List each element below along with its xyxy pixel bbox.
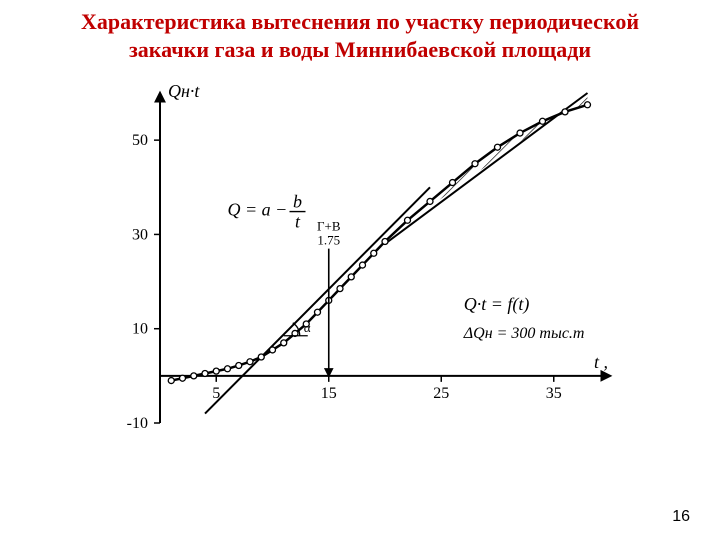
svg-text:25: 25: [433, 385, 449, 402]
svg-text:α: α: [304, 320, 311, 335]
svg-text:15: 15: [321, 385, 337, 402]
svg-text:35: 35: [546, 385, 562, 402]
svg-text:t: t: [295, 212, 301, 232]
svg-text:t ,: t ,: [594, 352, 608, 372]
svg-text:ΔQн = 300 тыс.т: ΔQн = 300 тыс.т: [463, 325, 585, 342]
svg-text:b: b: [293, 192, 302, 212]
svg-text:10: 10: [132, 321, 148, 338]
svg-text:1.75: 1.75: [317, 233, 340, 248]
svg-text:50: 50: [132, 132, 148, 149]
page-title: Характеристика вытеснения по участку пер…: [0, 0, 720, 63]
svg-text:30: 30: [132, 226, 148, 243]
svg-text:-10: -10: [127, 415, 148, 432]
svg-text:Q·t = f(t): Q·t = f(t): [464, 294, 530, 315]
displacement-chart: 5152535-10103050Qн·tt ,αQ = a −btГ+В1.75…: [80, 73, 640, 473]
svg-text:Г+В: Г+В: [317, 219, 341, 234]
svg-text:Q = a −: Q = a −: [228, 200, 288, 220]
svg-text:Qн·t: Qн·t: [168, 81, 200, 101]
page-number: 16: [672, 508, 690, 526]
